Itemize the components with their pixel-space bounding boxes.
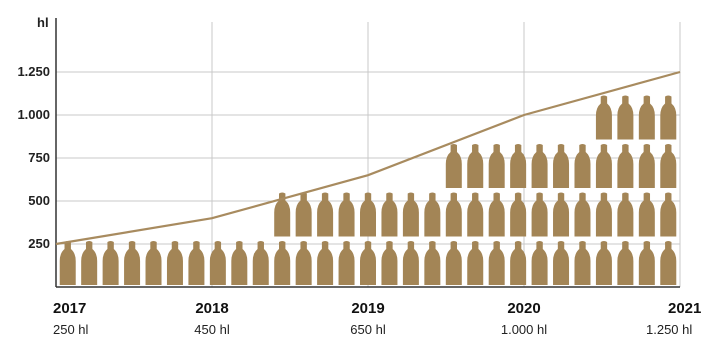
bottle-icon — [617, 95, 634, 140]
x-tick-label: 2017 — [53, 300, 86, 317]
bottle-icon — [188, 241, 205, 285]
bottle-icon — [445, 241, 462, 285]
bottle-icon — [424, 241, 441, 285]
bottle-icon — [595, 192, 612, 237]
x-value-label: 250 hl — [53, 322, 89, 337]
bottles — [59, 95, 677, 285]
y-tick-label: 250 — [28, 236, 50, 251]
bottle-icon — [510, 241, 527, 285]
bottle-icon — [467, 144, 484, 188]
x-tick-label: 2018 — [195, 300, 228, 317]
bottle-icon — [638, 144, 655, 188]
bottle-icon — [488, 241, 505, 285]
bottle-icon — [252, 241, 269, 285]
bottle-icon — [488, 192, 505, 237]
labels: 250 500 750 1.000 1.250 hl 2017 250 hl 2018 450 h… — [17, 15, 701, 337]
bottle-icon — [295, 241, 312, 285]
bottle-icon — [166, 241, 183, 285]
y-tick-label: 500 — [28, 193, 50, 208]
bottle-icon — [510, 144, 527, 188]
bottle-icon — [145, 241, 162, 285]
bottle-icon — [574, 144, 591, 188]
axes — [55, 18, 680, 288]
bottle-icon — [445, 144, 462, 188]
y-tick-label: 1.250 — [17, 64, 50, 79]
bottle-icon — [424, 192, 441, 237]
grid — [56, 22, 681, 287]
bottle-icon — [402, 241, 419, 285]
bottle-icon — [595, 144, 612, 188]
bottle-icon — [124, 241, 141, 285]
bottle-icon — [81, 241, 98, 285]
bottle-icon — [467, 241, 484, 285]
bottle-icon — [295, 192, 312, 237]
bottle-icon — [595, 95, 612, 140]
bottle-icon — [638, 241, 655, 285]
bottle-icon — [617, 241, 634, 285]
x-tick-label: 2021 — [668, 300, 701, 317]
x-value-label: 1.250 hl — [646, 322, 692, 337]
bottle-icon — [553, 144, 570, 188]
bottle-icon — [102, 241, 119, 285]
bottle-icon — [488, 144, 505, 188]
bottle-icon — [531, 192, 548, 237]
bottle-icon — [467, 192, 484, 237]
bottle-icon — [209, 241, 226, 285]
x-value-label: 1.000 hl — [501, 322, 547, 337]
bottle-icon — [317, 192, 334, 237]
y-tick-label: 1.000 — [17, 107, 50, 122]
bottle-icon — [402, 192, 419, 237]
bottle-icon — [317, 241, 334, 285]
bottle-icon — [445, 192, 462, 237]
bottle-icon — [510, 192, 527, 237]
bottle-icon — [360, 241, 376, 285]
bottle-icon — [595, 241, 612, 285]
bottle-icon — [660, 241, 677, 285]
bottle-icon — [338, 241, 355, 285]
line — [55, 70, 681, 246]
bottle-icon — [231, 241, 248, 285]
bottle-icon — [360, 192, 376, 237]
bottle-icon — [660, 95, 677, 140]
bottle-icon — [574, 241, 591, 285]
bottle-icon — [574, 192, 591, 237]
bottle-icon — [660, 144, 677, 188]
bottle-icon — [617, 192, 634, 237]
y-axis-unit: hl — [37, 15, 49, 30]
bottle-icon — [531, 144, 548, 188]
bottle-icon — [381, 192, 398, 237]
bottle-icon — [59, 241, 76, 285]
x-value-label: 450 hl — [194, 322, 230, 337]
y-tick-label: 750 — [28, 150, 50, 165]
bottle-icon — [638, 95, 655, 140]
bottle-icon — [553, 241, 570, 285]
bottle-icon — [531, 241, 548, 285]
bottle-icon — [338, 192, 355, 237]
bottle-icon — [638, 192, 655, 237]
x-tick-label: 2019 — [351, 300, 384, 317]
bottle-icon — [660, 192, 677, 237]
bottle-icon — [553, 192, 570, 237]
bottle-icon — [274, 192, 291, 237]
bottle-icon — [274, 241, 291, 285]
x-value-label: 650 hl — [350, 322, 386, 337]
x-tick-label: 2020 — [507, 300, 540, 317]
bottle-icon — [381, 241, 398, 285]
bottle-icon — [617, 144, 634, 188]
series-line — [55, 70, 681, 246]
